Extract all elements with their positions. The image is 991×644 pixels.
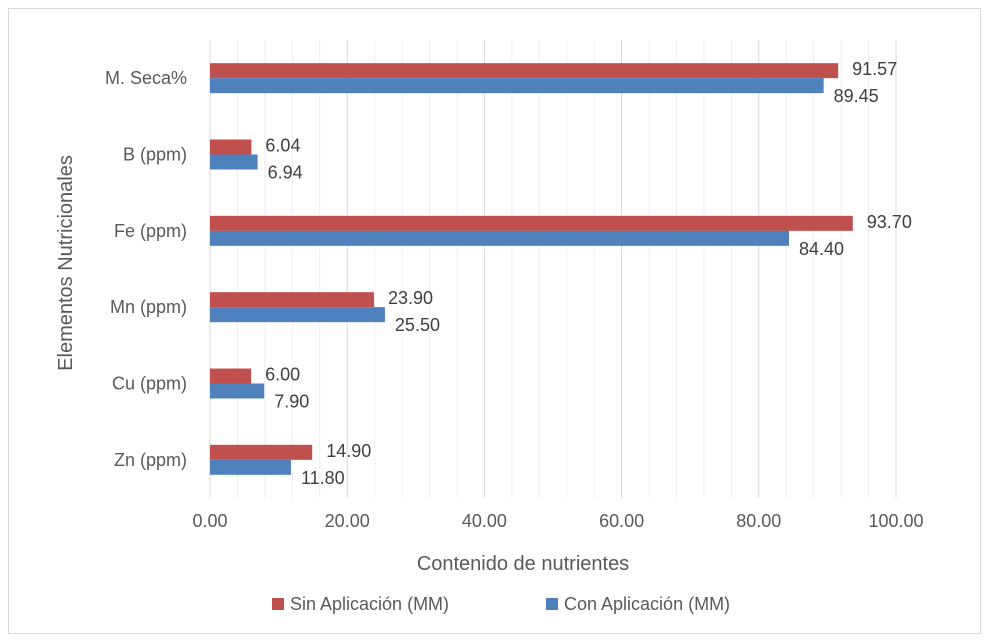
data-label: 14.90: [326, 441, 371, 461]
y-axis-title: Elementos Nutricionales: [55, 155, 77, 371]
x-tick-label: 80.00: [736, 511, 781, 531]
y-tick-label: Mn (ppm): [110, 297, 187, 317]
bar: [210, 307, 385, 323]
bar: [210, 230, 789, 246]
x-tick-label: 20.00: [325, 511, 370, 531]
data-label: 23.90: [388, 288, 433, 308]
legend-label: Sin Aplicación (MM): [290, 594, 449, 614]
data-label: 7.90: [274, 392, 309, 412]
legend-swatch: [546, 598, 558, 610]
data-label: 11.80: [301, 468, 345, 488]
y-tick-label: Cu (ppm): [112, 374, 187, 394]
y-tick-label: M. Seca%: [105, 68, 187, 88]
data-label: 91.57: [852, 59, 897, 79]
bar: [210, 383, 265, 399]
legend: Sin Aplicación (MM) Con Aplicación (MM): [272, 594, 730, 614]
data-label: 93.70: [867, 212, 912, 232]
bars: [210, 63, 853, 475]
x-axis-title: Contenido de nutrientes: [417, 553, 629, 575]
y-tick-label: Fe (ppm): [114, 221, 187, 241]
legend-label: Con Aplicación (MM): [564, 594, 730, 614]
data-label: 6.00: [265, 365, 300, 385]
data-labels: 91.57 89.45 6.04 6.94 93.70 84.40 23.90 25.50 6.…: [265, 59, 912, 488]
data-label: 6.94: [268, 163, 303, 183]
bar: [210, 444, 313, 460]
y-tick-labels: M. Seca% B (ppm) Fe (ppm) Mn (ppm) Cu (ppm) Z…: [105, 68, 187, 470]
data-label: 25.50: [395, 315, 440, 335]
bar: [210, 215, 853, 231]
gridlines: [209, 40, 897, 498]
x-tick-labels: 0.00 20.00 40.00 60.00 80.00 100.00: [192, 511, 923, 531]
bar: [210, 139, 252, 155]
data-label: 84.40: [799, 239, 844, 259]
x-tick-label: 0.00: [192, 511, 227, 531]
chart-frame: [8, 8, 981, 634]
bar: [210, 459, 291, 475]
bar: [210, 368, 252, 384]
bar: [210, 63, 839, 79]
bar: [210, 154, 258, 170]
data-label: 6.04: [265, 136, 300, 156]
y-tick-label: B (ppm): [123, 145, 187, 165]
legend-swatch: [272, 598, 284, 610]
bar: [210, 78, 824, 94]
x-tick-label: 100.00: [868, 511, 923, 531]
bar: [210, 292, 374, 308]
x-tick-label: 60.00: [599, 511, 644, 531]
y-tick-label: Zn (ppm): [114, 450, 187, 470]
x-tick-label: 40.00: [462, 511, 507, 531]
data-label: 89.45: [834, 86, 879, 106]
